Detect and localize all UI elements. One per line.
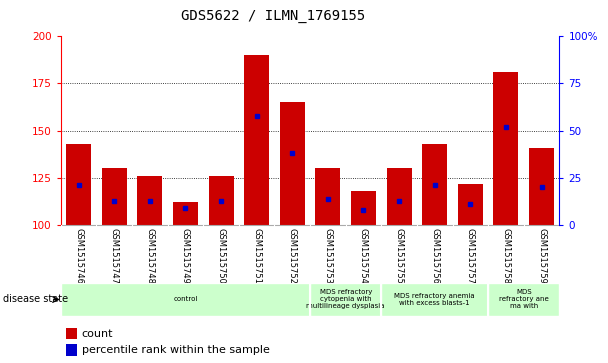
Text: GSM1515756: GSM1515756 [430,228,439,284]
Text: GSM1515746: GSM1515746 [74,228,83,284]
Text: GSM1515758: GSM1515758 [502,228,511,284]
Bar [316,168,340,225]
Bar [66,344,77,356]
Bar [458,184,483,225]
Bar [381,283,488,316]
Text: MDS refractory
cytopenia with
multilineage dysplasia: MDS refractory cytopenia with multilinea… [306,289,385,310]
Text: control: control [173,297,198,302]
Bar [488,283,559,316]
Text: GSM1515757: GSM1515757 [466,228,475,284]
Text: GSM1515749: GSM1515749 [181,228,190,284]
Bar [61,283,310,316]
Text: GSM1515753: GSM1515753 [323,228,333,284]
Text: percentile rank within the sample: percentile rank within the sample [81,345,269,355]
Bar [173,203,198,225]
Bar [422,144,447,225]
Bar [244,55,269,225]
Bar [280,102,305,225]
Text: GSM1515750: GSM1515750 [216,228,226,284]
Text: GSM1515755: GSM1515755 [395,228,404,284]
Bar [66,328,77,339]
Bar [66,144,91,225]
Bar [310,283,381,316]
Text: GSM1515752: GSM1515752 [288,228,297,284]
Text: GSM1515747: GSM1515747 [109,228,119,284]
Bar [137,176,162,225]
Text: GSM1515759: GSM1515759 [537,228,546,284]
Text: disease state: disease state [3,294,68,305]
Bar [529,148,554,225]
Bar [209,176,233,225]
Text: GSM1515754: GSM1515754 [359,228,368,284]
Text: GSM1515748: GSM1515748 [145,228,154,284]
Text: GSM1515751: GSM1515751 [252,228,261,284]
Bar [351,191,376,225]
Bar [102,168,126,225]
Text: GDS5622 / ILMN_1769155: GDS5622 / ILMN_1769155 [181,9,366,23]
Text: MDS
refractory ane
ma with: MDS refractory ane ma with [499,289,548,310]
Bar [387,168,412,225]
Bar [494,72,519,225]
Text: count: count [81,329,113,339]
Text: MDS refractory anemia
with excess blasts-1: MDS refractory anemia with excess blasts… [395,293,475,306]
